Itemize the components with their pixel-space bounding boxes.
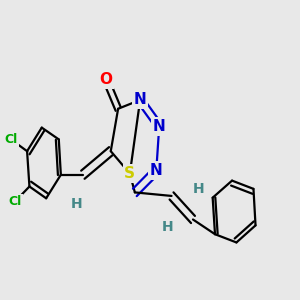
Text: N: N	[153, 119, 166, 134]
Text: Cl: Cl	[8, 195, 21, 208]
Text: N: N	[134, 92, 146, 107]
Text: Cl: Cl	[4, 133, 18, 146]
Text: N: N	[150, 163, 163, 178]
Text: H: H	[70, 197, 82, 211]
Text: S: S	[124, 166, 135, 181]
Text: O: O	[99, 72, 112, 87]
Text: H: H	[162, 220, 173, 234]
Text: H: H	[193, 182, 205, 196]
